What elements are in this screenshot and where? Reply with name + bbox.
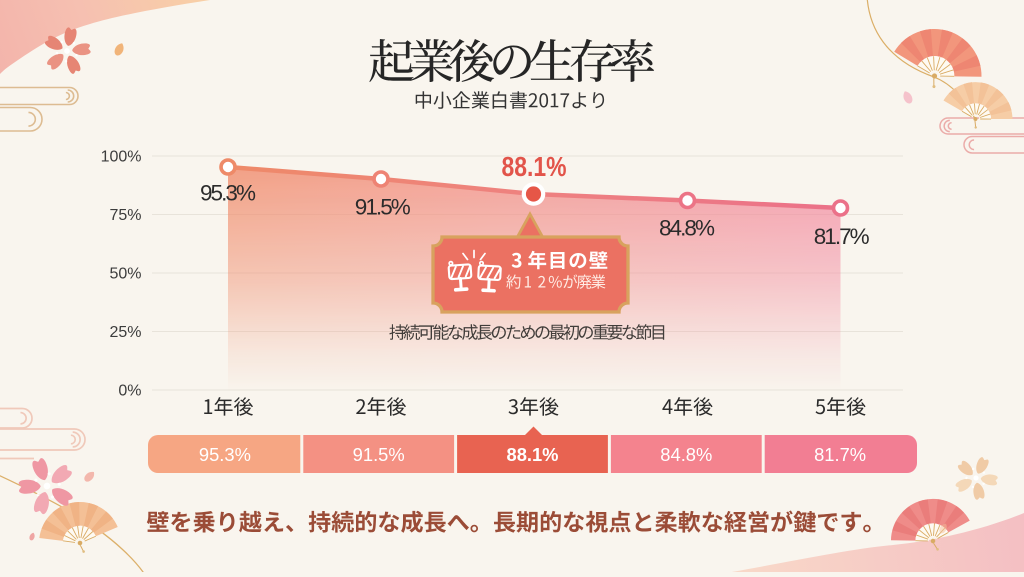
svg-text:25%: 25% (109, 324, 141, 341)
svg-text:95.3%: 95.3% (199, 445, 251, 465)
svg-text:75%: 75% (109, 207, 141, 224)
svg-text:84.8%: 84.8% (659, 216, 715, 241)
svg-text:50%: 50% (109, 266, 141, 283)
svg-text:91.5%: 91.5% (355, 195, 411, 220)
svg-text:95.3%: 95.3% (200, 181, 256, 206)
svg-text:100%: 100% (101, 149, 142, 166)
svg-text:84.8%: 84.8% (660, 445, 712, 465)
svg-text:88.1%: 88.1% (507, 445, 559, 465)
svg-text:88.1%: 88.1% (502, 151, 567, 182)
svg-text:81.7%: 81.7% (814, 445, 866, 465)
svg-text:81.7%: 81.7% (814, 224, 870, 249)
svg-text:0%: 0% (118, 383, 141, 400)
svg-text:91.5%: 91.5% (353, 445, 405, 465)
